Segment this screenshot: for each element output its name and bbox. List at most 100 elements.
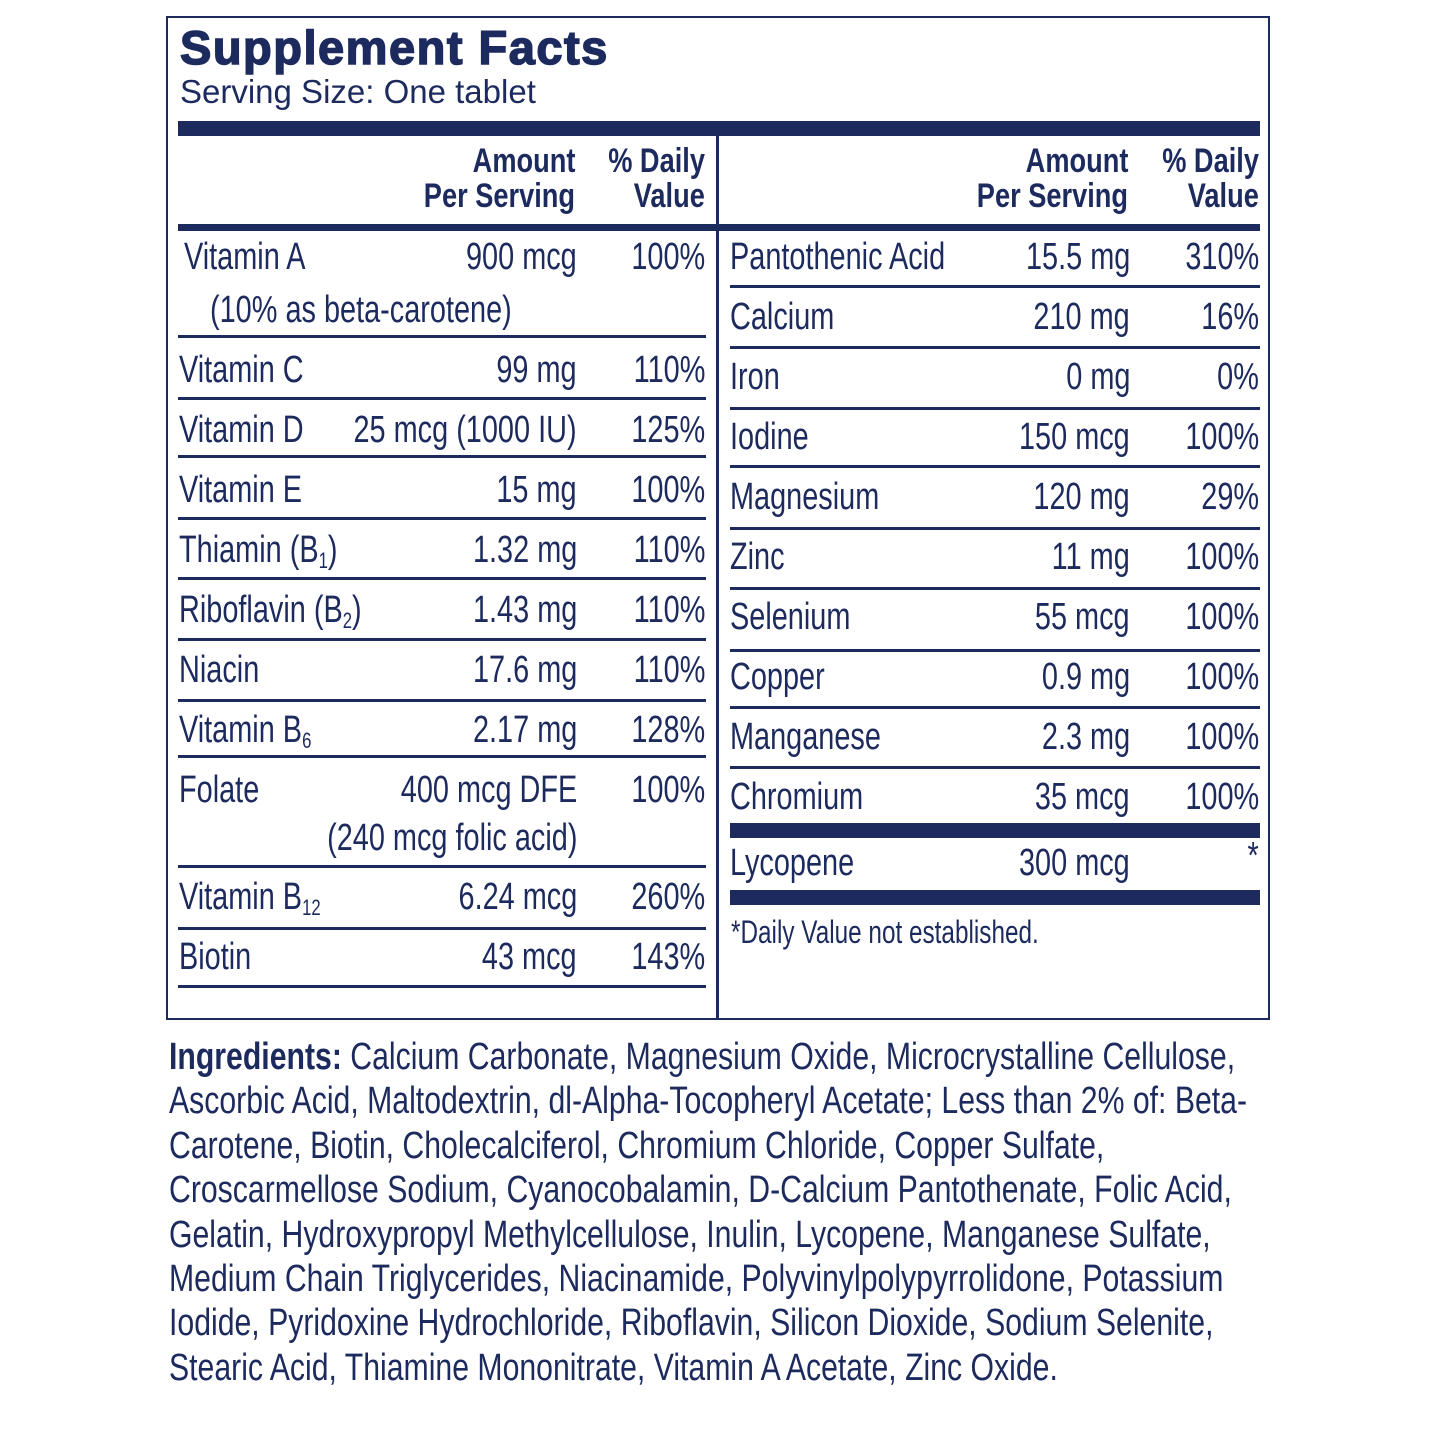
nutrient-name: Copper [730,656,825,698]
row-divider [178,517,706,520]
row-divider [730,766,1260,769]
nutrient-amount: 15.5 mg [1025,236,1130,278]
row-divider [730,407,1260,410]
nutrient-name: Pantothenic Acid [730,236,946,278]
nutrient-name: Thiamin (B1) [179,529,338,572]
nutrient-name: Iron [730,356,780,398]
header-bar [178,224,1260,231]
nutrient-name-text: Thiamin (B [179,529,319,571]
nutrient-dv: 110% [633,649,705,691]
nutrient-name: Vitamin E [179,469,303,511]
nutrient-name-text: Vitamin B [179,709,303,751]
nutrient-dv: 110% [633,589,705,631]
suffix: ) [327,529,338,571]
nutrient-dv: 110% [633,349,705,391]
nutrient-name: Vitamin D [179,409,304,451]
ingredients: Ingredients: Calcium Carbonate, Magnesiu… [169,1035,1282,1390]
nutrient-dv: 125% [631,409,705,451]
supplement-facts-panel [166,16,1270,1020]
nutrient-name: Selenium [730,596,851,638]
nutrient-dv: 29% [1201,476,1259,518]
row-divider [178,985,706,988]
nutrient-name: Vitamin C [179,349,304,391]
lycopene-name: Lycopene [730,842,855,884]
nutrient-amount: 900 mcg [466,236,577,278]
row-divider [730,346,1260,349]
nutrient-note: (10% as beta-carotene) [210,289,512,331]
nutrient-name: Vitamin A [184,236,306,278]
nutrient-dv: 100% [1185,536,1259,578]
column-divider [716,136,719,1018]
row-divider [730,706,1260,709]
left-dv-header-1: % Daily [608,142,705,180]
panel-title: Supplement Facts [179,20,609,75]
row-divider [730,465,1260,468]
nutrient-name-text: Vitamin B [179,876,303,918]
nutrient-amount: 6.24 mcg [458,876,577,918]
nutrient-amount: 0.9 mg [1041,656,1130,698]
left-amount-header-2: Per Serving [423,177,575,215]
nutrient-amount: 0 mg [1065,356,1130,398]
serving-size: Serving Size: One tablet [180,73,536,110]
row-divider [178,577,706,580]
row-divider [730,649,1260,652]
nutrient-amount: 25 mcg (1000 IU) [353,409,577,451]
nutrient-name: Biotin [179,936,252,978]
nutrient-dv: 310% [1185,236,1259,278]
row-divider [178,699,706,702]
row-divider [730,285,1260,288]
nutrient-amount: 99 mg [496,349,577,391]
nutrient-name: Calcium [730,296,835,338]
nutrient-dv: 100% [631,769,705,811]
row-divider [178,335,706,338]
nutrient-amount: 35 mcg [1035,776,1130,818]
nutrient-dv: 260% [631,876,705,918]
nutrient-name: Vitamin B6 [179,709,312,753]
right-dv-header-2: Value [1187,177,1259,215]
lycopene-amount: 300 mcg [1019,842,1130,884]
footnote: *Daily Value not established. [731,914,1039,950]
lycopene-dv: * [1247,835,1259,877]
nutrient-amount: 1.43 mg [472,589,577,631]
nutrient-dv: 143% [631,936,705,978]
right-amount-header-1: Amount [1025,142,1128,180]
lycopene-top-bar [730,823,1260,838]
nutrient-amount: 17.6 mg [472,649,577,691]
subscript: 6 [302,728,312,753]
nutrient-name-text: Riboflavin (B [179,589,343,631]
nutrient-amount: 400 mcg DFE [400,769,577,811]
row-divider [178,455,706,458]
left-dv-header-2: Value [633,177,705,215]
nutrient-name: Niacin [179,649,260,691]
nutrient-dv: 100% [1185,656,1259,698]
nutrient-amount: 2.17 mg [472,709,577,751]
nutrient-dv: 100% [1185,596,1259,638]
nutrient-name: Manganese [730,716,881,758]
nutrient-amount: 55 mcg [1035,596,1130,638]
row-divider [178,927,706,930]
right-dv-header-1: % Daily [1162,142,1259,180]
nutrient-dv: 100% [631,469,705,511]
nutrient-name: Iodine [730,416,809,458]
nutrient-name: Riboflavin (B2) [179,589,362,632]
nutrient-dv: 100% [1185,716,1259,758]
nutrient-amount: 150 mcg [1019,416,1130,458]
left-amount-header-1: Amount [472,142,575,180]
top-thick-bar [178,121,1260,136]
nutrient-dv: 100% [1185,776,1259,818]
nutrient-amount: 15 mg [496,469,577,511]
nutrient-dv: 0% [1217,356,1259,398]
nutrient-dv: 128% [631,709,705,751]
ingredients-label: Ingredients: [169,1036,342,1078]
ingredients-text: Calcium Carbonate, Magnesium Oxide, Micr… [169,1036,1248,1389]
row-divider [178,865,706,868]
nutrient-amount: 120 mg [1033,476,1130,518]
nutrient-note: (240 mcg folic acid) [326,817,577,859]
row-divider [178,638,706,641]
nutrient-amount: 43 mcg [482,936,577,978]
nutrient-dv: 100% [631,236,705,278]
nutrient-dv: 100% [1185,416,1259,458]
right-amount-header-2: Per Serving [976,177,1128,215]
nutrient-amount: 2.3 mg [1041,716,1130,758]
nutrient-name: Zinc [730,536,785,578]
